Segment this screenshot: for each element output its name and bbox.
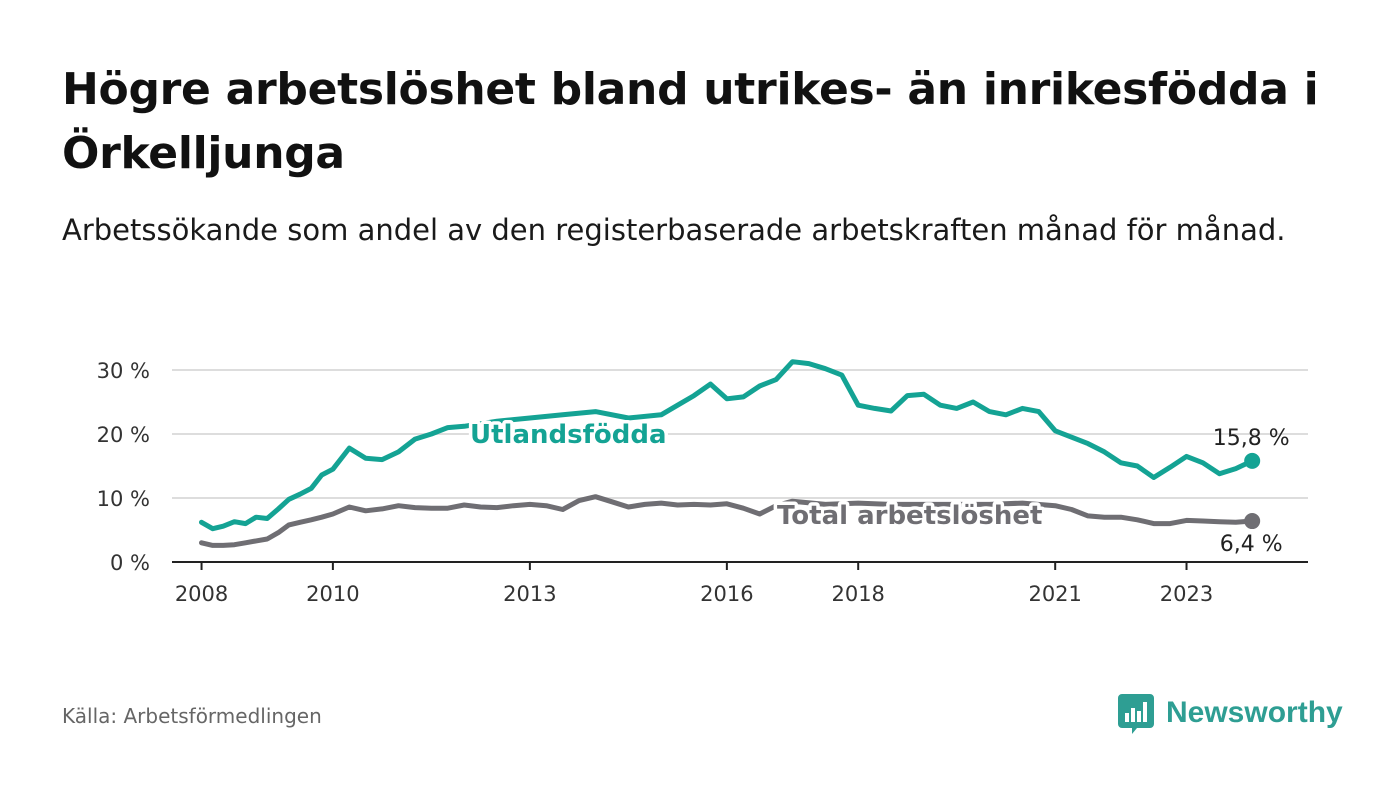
end-value-label: 6,4 % [1220,532,1283,557]
y-tick-label: 0 % [110,551,150,575]
series-line-1 [199,494,1255,548]
series-name-label: Utlandsfödda [470,420,667,450]
y-tick-label: 10 % [97,487,150,511]
brand-logo[interactable]: Newsworthy [1118,690,1343,736]
series-end-point-0 [1244,452,1261,469]
y-tick-label: 20 % [97,423,150,447]
x-tick-label: 2021 [1028,582,1081,606]
source-note: Källa: Arbetsförmedlingen [62,704,322,728]
y-tick-label: 30 % [97,359,150,383]
grid-lines [172,369,1308,499]
chart-title: Högre arbetslöshet bland utrikes- än inr… [62,64,1319,179]
x-tick-label: 2008 [175,582,228,606]
axes: 0 % 10 % 20 % 30 % 2008 2010 2013 2016 2018 2021 2… [97,359,1308,606]
series-name-label: Total arbetslöshet [777,501,1042,531]
x-tick-label: 2016 [700,582,753,606]
data-labels: 15,8 % 6,4 % Utlandsfödda Total arbetslöshe… [467,417,1290,558]
x-tick-label: 2023 [1160,582,1213,606]
x-tick-label: 2010 [306,582,359,606]
series-end-point-1 [1244,513,1261,530]
series-line-0 [199,359,1255,532]
x-tick-label: 2018 [831,582,884,606]
chart-subtitle: Arbetssökande som andel av den registerb… [62,213,1286,247]
series-lines [199,359,1261,548]
x-tick-label: 2013 [503,582,556,606]
bar-chart-icon [1118,694,1154,734]
end-value-label: 15,8 % [1213,426,1290,451]
brand-name: Newsworthy [1166,696,1343,729]
